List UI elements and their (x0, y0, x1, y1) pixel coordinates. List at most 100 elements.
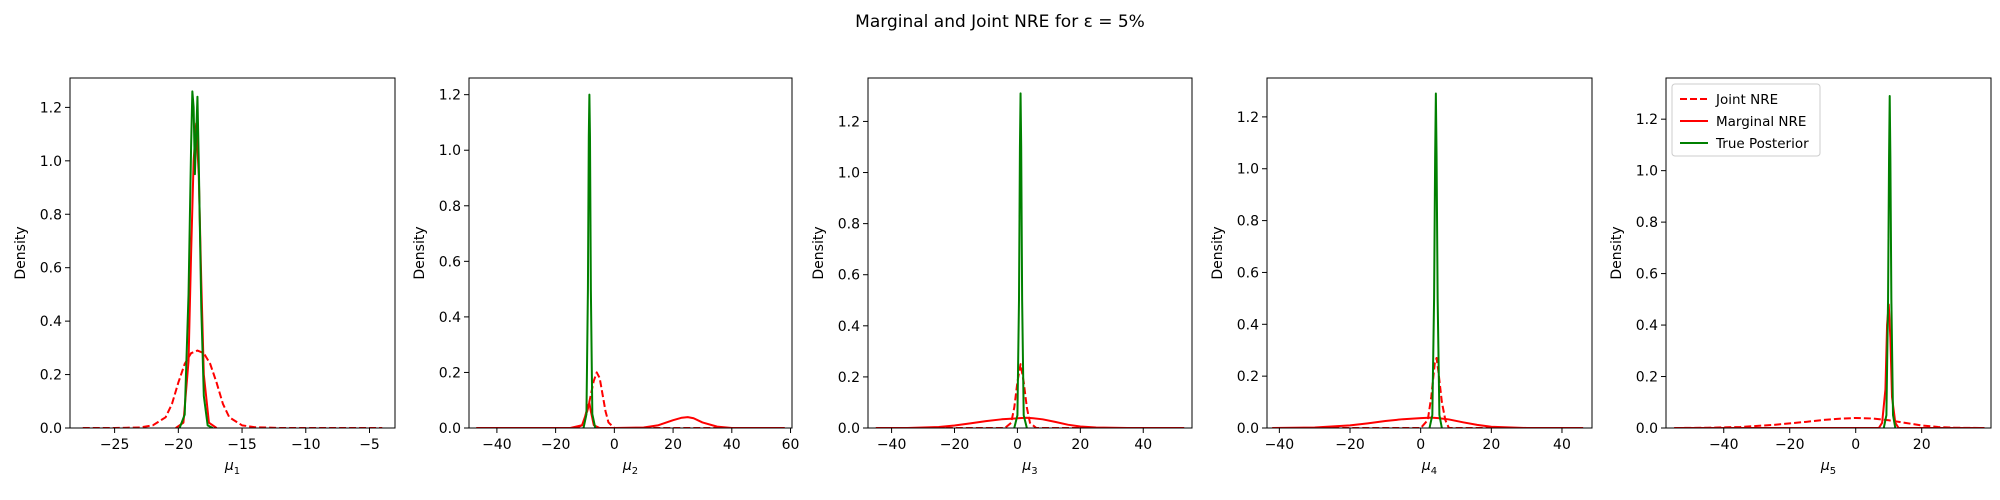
x-tick-label: 20 (664, 437, 682, 453)
axes-frame-3 (867, 77, 1193, 429)
y-tick-label: 0.6 (1237, 265, 1259, 281)
y-tick-label: 0.2 (439, 365, 461, 381)
x-axis-label-2: μ2 (622, 458, 638, 477)
plot-area-1 (82, 90, 383, 428)
y-tick-label: 1.0 (1237, 162, 1259, 178)
x-tick-label: 40 (723, 437, 741, 453)
series-marginal-nre-line-3 (875, 416, 1185, 428)
x-tick-label: 40 (1553, 437, 1571, 453)
series-true-posterior-line-3 (1013, 92, 1028, 428)
x-axis-label-3: μ3 (1021, 458, 1037, 477)
legend-label-joint-nre: Joint NRE (1715, 92, 1778, 108)
y-tick-label: 0.8 (1237, 214, 1259, 230)
series-joint-nre-line-3 (875, 363, 1185, 428)
y-tick-label: 1.0 (838, 166, 860, 182)
y-tick-label: 1.0 (439, 143, 461, 159)
y-tick-label: 0.8 (40, 207, 62, 223)
x-tick-label: −25 (100, 437, 130, 453)
x-axis-label-1: μ1 (224, 458, 240, 477)
y-axis-label-5: Density (1609, 226, 1625, 279)
x-tick-label: 0 (610, 437, 619, 453)
subplot-grid: −25 −20 −15 −10 −5 0.0 0.2 0.4 0.6 0.8 1.0 1.2 Densi… (13, 77, 1992, 477)
series-true-posterior-line-1 (178, 90, 214, 428)
figure-title: Marginal and Joint NRE for ε = 5% (855, 12, 1145, 32)
y-tick-label: 1.2 (1237, 110, 1259, 126)
y-tick-label: 0.2 (838, 370, 860, 386)
plot-area-5 (1674, 95, 1985, 428)
legend-label-true-posterior: True Posterior (1715, 136, 1809, 152)
y-tick-label: 0.4 (1636, 318, 1658, 334)
y-tick-label: 1.2 (40, 100, 62, 116)
y-tick-label: 0.0 (1237, 421, 1259, 437)
series-joint-nre-line-1 (82, 349, 383, 428)
subplot-5: −40 −20 0 20 0.0 0.2 0.4 0.6 0.8 1.0 1.2 Density μ5 J… (1609, 77, 1992, 477)
x-tick-label: −20 (940, 437, 970, 453)
subplot-3: −40 −20 0 20 40 0.0 0.2 0.4 0.6 0.8 1.0 1.2 Density μ… (811, 77, 1193, 477)
axes-frame-5 (1665, 77, 1992, 429)
legend: Joint NRE Marginal NRE True Posterior (1671, 83, 1821, 157)
y-tick-label: 0.6 (838, 268, 860, 284)
y-tick-label: 1.0 (40, 154, 62, 170)
x-tick-label: −15 (227, 437, 257, 453)
x-tick-label: 20 (1913, 437, 1931, 453)
y-tick-label: 0.8 (1636, 215, 1658, 231)
axes-frame-4 (1266, 77, 1593, 429)
y-tick-label: 0.4 (1237, 317, 1259, 333)
y-tick-label: 0.0 (40, 421, 62, 437)
y-tick-label: 0.8 (838, 217, 860, 233)
y-tick-label: 0.4 (439, 310, 461, 326)
x-tick-label: −5 (359, 437, 380, 453)
x-tick-label: 0 (1416, 437, 1425, 453)
series-true-posterior-line-4 (1428, 92, 1443, 428)
x-tick-label: −20 (164, 437, 194, 453)
y-tick-label: 0.0 (439, 421, 461, 437)
x-axis-label-4: μ4 (1421, 458, 1437, 477)
subplot-1: −25 −20 −15 −10 −5 0.0 0.2 0.4 0.6 0.8 1.0 1.2 Densi… (13, 77, 396, 477)
plot-area-3 (875, 92, 1185, 428)
y-tick-label: 0.4 (40, 314, 62, 330)
y-tick-label: 0.2 (1636, 370, 1658, 386)
y-tick-label: 0.6 (439, 254, 461, 270)
x-tick-label: 20 (1071, 437, 1089, 453)
legend-label-marginal-nre: Marginal NRE (1716, 114, 1806, 130)
x-tick-label: −20 (1775, 437, 1805, 453)
x-tick-label: −40 (1265, 437, 1295, 453)
x-tick-label: 0 (1851, 437, 1860, 453)
subplot-2: −40 −20 0 20 40 60 0.0 0.2 0.4 0.6 0.8 1.0 1.2 Densit… (412, 77, 800, 477)
y-tick-label: 0.6 (1636, 267, 1658, 283)
plot-area-4 (1272, 92, 1584, 428)
y-axis-label-3: Density (811, 226, 827, 279)
x-tick-label: 0 (1013, 437, 1022, 453)
x-tick-label: −40 (1709, 437, 1739, 453)
series-true-posterior-line-5 (1882, 95, 1897, 428)
y-tick-label: 0.0 (1636, 421, 1658, 437)
y-axis-label-1: Density (13, 226, 29, 279)
y-axis-label-4: Density (1210, 226, 1226, 279)
x-tick-label: −20 (541, 437, 571, 453)
y-tick-label: 0.8 (439, 199, 461, 215)
x-tick-label: −10 (291, 437, 321, 453)
y-tick-label: 1.2 (838, 114, 860, 130)
y-tick-label: 1.2 (439, 88, 461, 104)
y-axis-label-2: Density (412, 226, 428, 279)
x-tick-label: 20 (1482, 437, 1500, 453)
y-tick-label: 0.4 (838, 319, 860, 335)
y-tick-label: 0.6 (40, 261, 62, 277)
y-tick-label: 0.2 (40, 368, 62, 384)
y-tick-label: 1.0 (1636, 164, 1658, 180)
x-axis-label-5: μ5 (1820, 458, 1836, 477)
y-tick-label: 1.2 (1636, 112, 1658, 128)
x-tick-label: −20 (1335, 437, 1365, 453)
x-tick-label: −40 (877, 437, 907, 453)
series-joint-nre-line-4 (1272, 357, 1584, 428)
axes-frame-2 (468, 77, 793, 429)
series-joint-nre-line-5 (1674, 416, 1985, 428)
axes-frame-1 (69, 77, 396, 429)
subplot-4: −40 −20 0 20 40 0.0 0.2 0.4 0.6 0.8 1.0 1.2 Density μ… (1210, 77, 1593, 477)
x-tick-label: 60 (782, 437, 800, 453)
y-tick-label: 0.2 (1237, 369, 1259, 385)
y-tick-label: 0.0 (838, 421, 860, 437)
legend-frame (1671, 83, 1821, 157)
x-tick-label: 40 (1134, 437, 1152, 453)
